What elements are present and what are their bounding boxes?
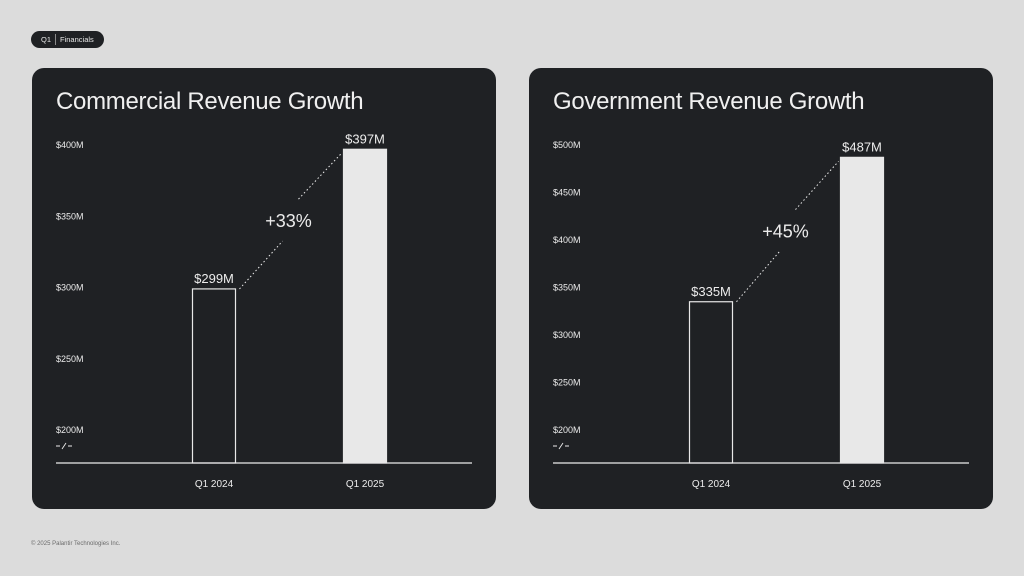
growth-percentage-label: +33% <box>265 211 312 231</box>
growth-connector <box>239 240 283 290</box>
chart-title: Commercial Revenue Growth <box>56 88 364 115</box>
y-tick-label: $250M <box>56 354 84 364</box>
y-tick-label: $350M <box>56 211 84 221</box>
growth-connector <box>736 251 780 303</box>
section-label: Financials <box>60 35 94 44</box>
growth-percentage-label: +45% <box>762 222 809 242</box>
section-pill: Q1 Financials <box>31 31 104 48</box>
y-tick-label: $200M <box>56 425 84 435</box>
copyright-footer: © 2025 Palantir Technologies Inc. <box>31 541 121 547</box>
chart-title: Government Revenue Growth <box>553 88 865 115</box>
y-tick-label: $250M <box>553 378 581 388</box>
government-revenue-card: Government Revenue Growth $200M $250M $300… <box>529 68 993 509</box>
bar-value-label: $487M <box>842 139 882 154</box>
y-tick-label: $300M <box>553 330 581 340</box>
bar <box>191 288 237 464</box>
y-tick-label: $400M <box>56 140 84 150</box>
y-tick-label: $450M <box>553 188 581 198</box>
bar-value-label: $299M <box>194 271 234 286</box>
x-tick-label: Q1 2024 <box>692 479 731 490</box>
government-revenue-chart: $200M $250M $300M $350M $400M $450M $500M $335M… <box>553 139 969 490</box>
x-tick-label: Q1 2025 <box>843 479 882 490</box>
y-tick-label: $200M <box>553 425 581 435</box>
axis-break-icon <box>56 442 72 450</box>
y-tick-label: $400M <box>553 235 581 245</box>
bar <box>688 301 734 464</box>
y-tick-label: $350M <box>553 283 581 293</box>
pill-divider <box>55 34 57 45</box>
growth-connector <box>795 161 839 210</box>
bar <box>839 156 885 464</box>
x-tick-label: Q1 2024 <box>195 479 234 490</box>
growth-connector <box>298 152 342 200</box>
period-label: Q1 <box>41 35 52 44</box>
axis-break-icon <box>553 442 569 450</box>
commercial-revenue-chart: $200M $250M $300M $350M $400M $299M Q1 2024 $39… <box>56 131 472 490</box>
commercial-revenue-card: Commercial Revenue Growth $200M $250M $300… <box>32 68 496 509</box>
bar-value-label: $397M <box>345 131 385 146</box>
bar <box>342 148 388 464</box>
x-tick-label: Q1 2025 <box>346 479 385 490</box>
y-tick-label: $500M <box>553 140 581 150</box>
bar-value-label: $335M <box>691 284 731 299</box>
y-tick-label: $300M <box>56 283 84 293</box>
